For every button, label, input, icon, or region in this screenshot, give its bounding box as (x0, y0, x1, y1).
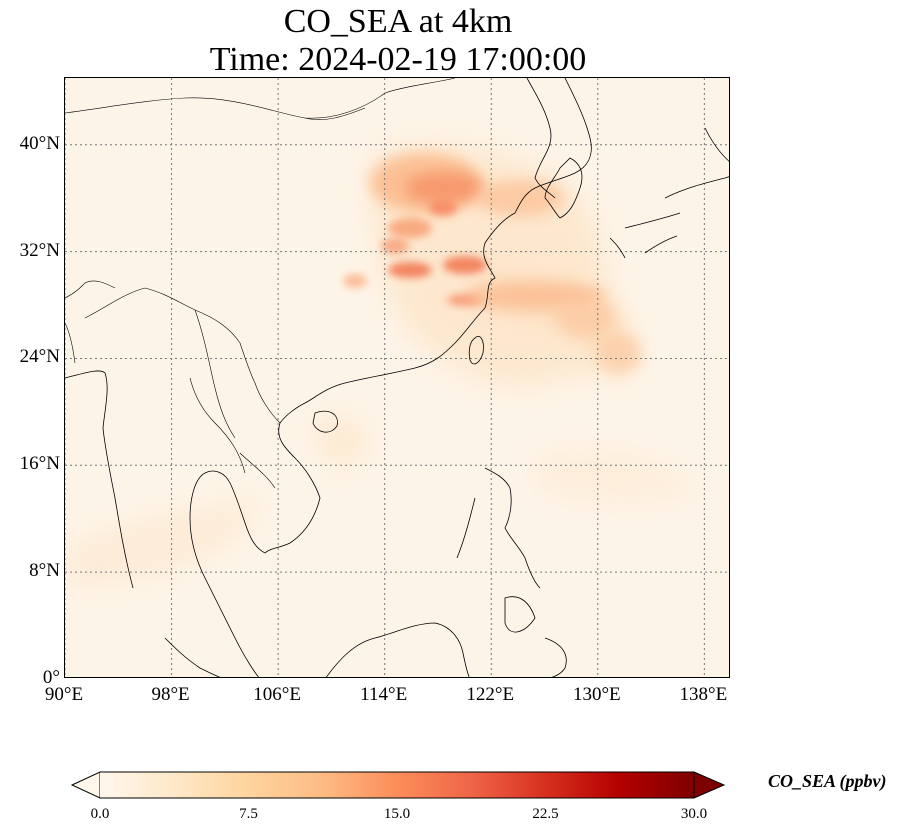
map-panel[interactable] (64, 77, 730, 678)
longitude-tick-label: 122°E (466, 684, 515, 705)
colorbar (70, 770, 726, 800)
longitude-tick-label: 114°E (360, 684, 408, 705)
latitude-tick-label: 16°N (19, 453, 60, 475)
latitude-tick-label: 8°N (29, 560, 60, 582)
colorbar-tick-label: 30.0 (680, 806, 708, 822)
colorbar-tick-label: 7.5 (239, 806, 258, 822)
colorbar-gradient (100, 772, 694, 798)
longitude-tick-label: 130°E (572, 684, 621, 705)
colorbar-svg (70, 771, 726, 799)
map-gridlines (65, 78, 729, 677)
colorbar-tick-label: 15.0 (383, 806, 411, 822)
map-canvas (65, 78, 729, 677)
longitude-tick-label: 138°E (679, 684, 728, 705)
longitude-tick-label: 98°E (151, 684, 190, 705)
plume-hotspots (343, 153, 642, 373)
latitude-tick-label: 32°N (19, 239, 60, 261)
longitude-tick-label: 106°E (253, 684, 301, 705)
latitude-tick-label: 0° (42, 667, 60, 688)
colorbar-tick-label: 0.0 (90, 806, 110, 822)
map-title: CO_SEA at 4km (283, 3, 513, 40)
colorbar-tick-label: 22.5 (532, 806, 559, 822)
map-subtitle-time: Time: 2024-02-19 17:00:00 (209, 41, 587, 78)
colorbar-extend-min (70, 771, 101, 799)
longitude-tick-label: 90°E (44, 684, 84, 705)
colorbar-extend-max (693, 771, 726, 799)
latitude-tick-label: 40°N (19, 132, 60, 154)
latitude-tick-label: 24°N (19, 346, 60, 368)
colorbar-label: CO_SEA (ppbv) (768, 771, 887, 791)
coastlines (65, 78, 729, 677)
